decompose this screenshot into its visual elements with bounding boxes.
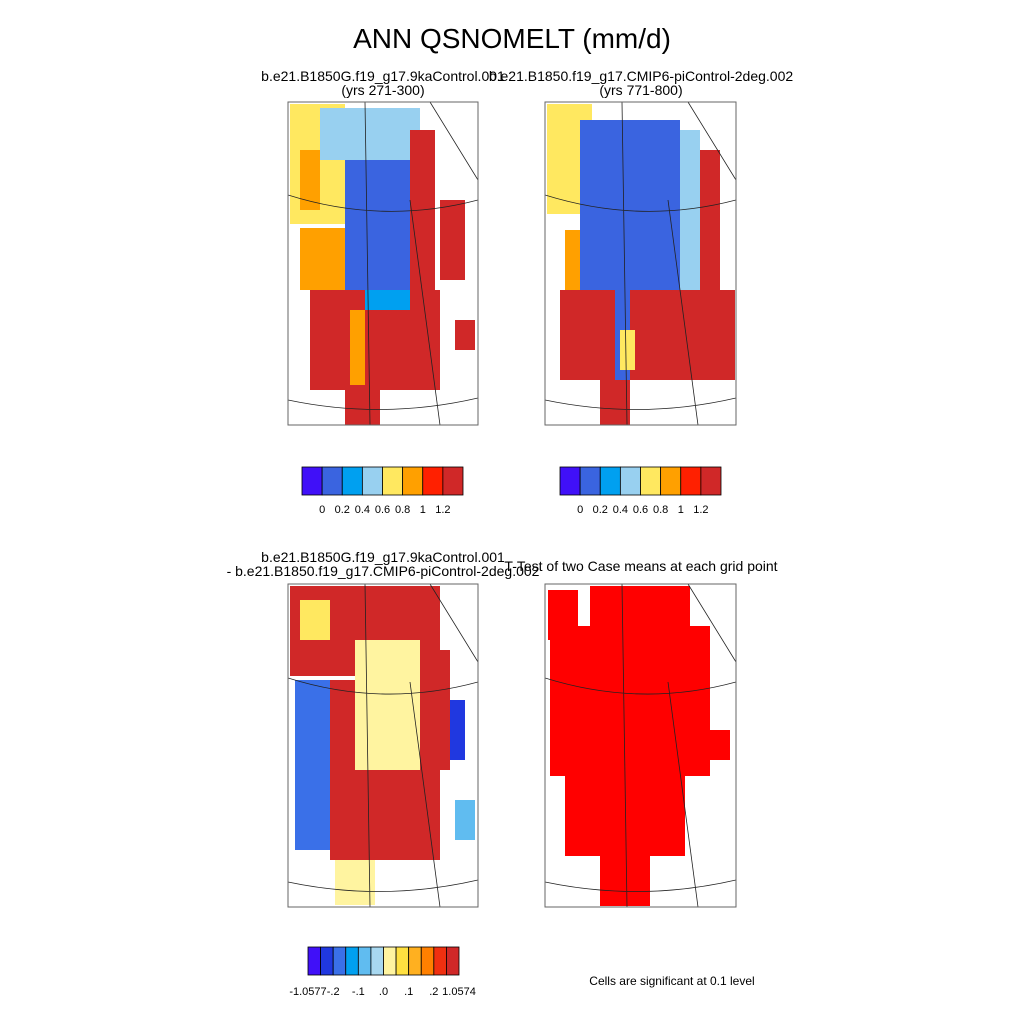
colorbar-box (357, 946, 372, 976)
colorbar-box (361, 466, 383, 496)
colorbar-box (332, 946, 347, 976)
colorbar-label: 0 (577, 504, 583, 516)
colorbar-box (307, 946, 321, 976)
colorbar-label: 1 (678, 504, 684, 516)
colorbar-label: 0.2 (335, 504, 350, 516)
map-panel (545, 102, 736, 425)
panel-title: b.e21.B1850G.f19_g17.9kaControl.001 (261, 549, 505, 565)
colorbar-label: 1.2 (693, 504, 708, 516)
colorbar-label: 0.8 (395, 504, 410, 516)
colorbar-label: .0 (379, 986, 388, 998)
colorbar-box (619, 466, 641, 496)
colorbar-box (579, 466, 601, 496)
colorbar-box (422, 466, 444, 496)
colorbar-label: 0.8 (653, 504, 668, 516)
colorbar-label: 0.6 (375, 504, 390, 516)
colorbar-box (420, 946, 435, 976)
colorbar-box (599, 466, 621, 496)
title: ANN QSNOMELT (mm/d) (353, 23, 671, 54)
colorbar-label: -.1 (352, 986, 365, 998)
colorbar-box (408, 946, 422, 976)
colorbar-label: 0.2 (593, 504, 608, 516)
colorbar-box (640, 466, 662, 496)
colorbar-box (433, 946, 447, 976)
colorbar-label: -1.0577 (289, 986, 326, 998)
colorbar-box (660, 466, 682, 496)
colorbar-box (559, 466, 581, 496)
map-panel (288, 584, 478, 907)
panel-title: T-Test of two Case means at each grid po… (504, 558, 777, 574)
colorbar-box (680, 466, 702, 496)
panel-subtitle: (yrs 771-800) (599, 82, 682, 98)
colorbar-box (402, 466, 424, 496)
colorbar-label: .1 (404, 986, 413, 998)
colorbar-box (382, 466, 404, 496)
colorbar-box (383, 946, 397, 976)
map-panel (545, 584, 736, 907)
colorbar-label: 1 (420, 504, 426, 516)
panel-title: b.e21.B1850.f19_g17.CMIP6-piControl-2deg… (489, 68, 794, 84)
note: Cells are significant at 0.1 level (589, 974, 754, 988)
panel-frame (544, 101, 737, 426)
colorbar-label: 0 (319, 504, 325, 516)
colorbar-label: .2 (429, 986, 438, 998)
colorbar-box (446, 946, 460, 976)
colorbar-label: 0.4 (355, 504, 370, 516)
colorbar-label: 1.0574 (442, 986, 476, 998)
colorbar-box (320, 946, 334, 976)
map-panel (288, 102, 478, 425)
colorbar-label: 0.6 (633, 504, 648, 516)
panel-title: b.e21.B1850G.f19_g17.9kaControl.001 (261, 68, 505, 84)
colorbar-box (700, 466, 722, 496)
panel-frame (287, 583, 479, 908)
colorbar-box (345, 946, 359, 976)
colorbar-label: -.2 (327, 986, 340, 998)
panel-subtitle: (yrs 271-300) (341, 82, 424, 98)
panel-frame (287, 101, 479, 426)
colorbar-box (301, 466, 323, 496)
colorbar-box (341, 466, 363, 496)
colorbar-box (370, 946, 384, 976)
panel-subtitle: - b.e21.B1850.f19_g17.CMIP6-piControl-2d… (227, 563, 540, 579)
colorbar-box (442, 466, 464, 496)
colorbar-label: 0.4 (613, 504, 628, 516)
colorbar-box (395, 946, 410, 976)
colorbar-label: 1.2 (435, 504, 450, 516)
colorbar-box (321, 466, 343, 496)
panel-frame (544, 583, 737, 908)
